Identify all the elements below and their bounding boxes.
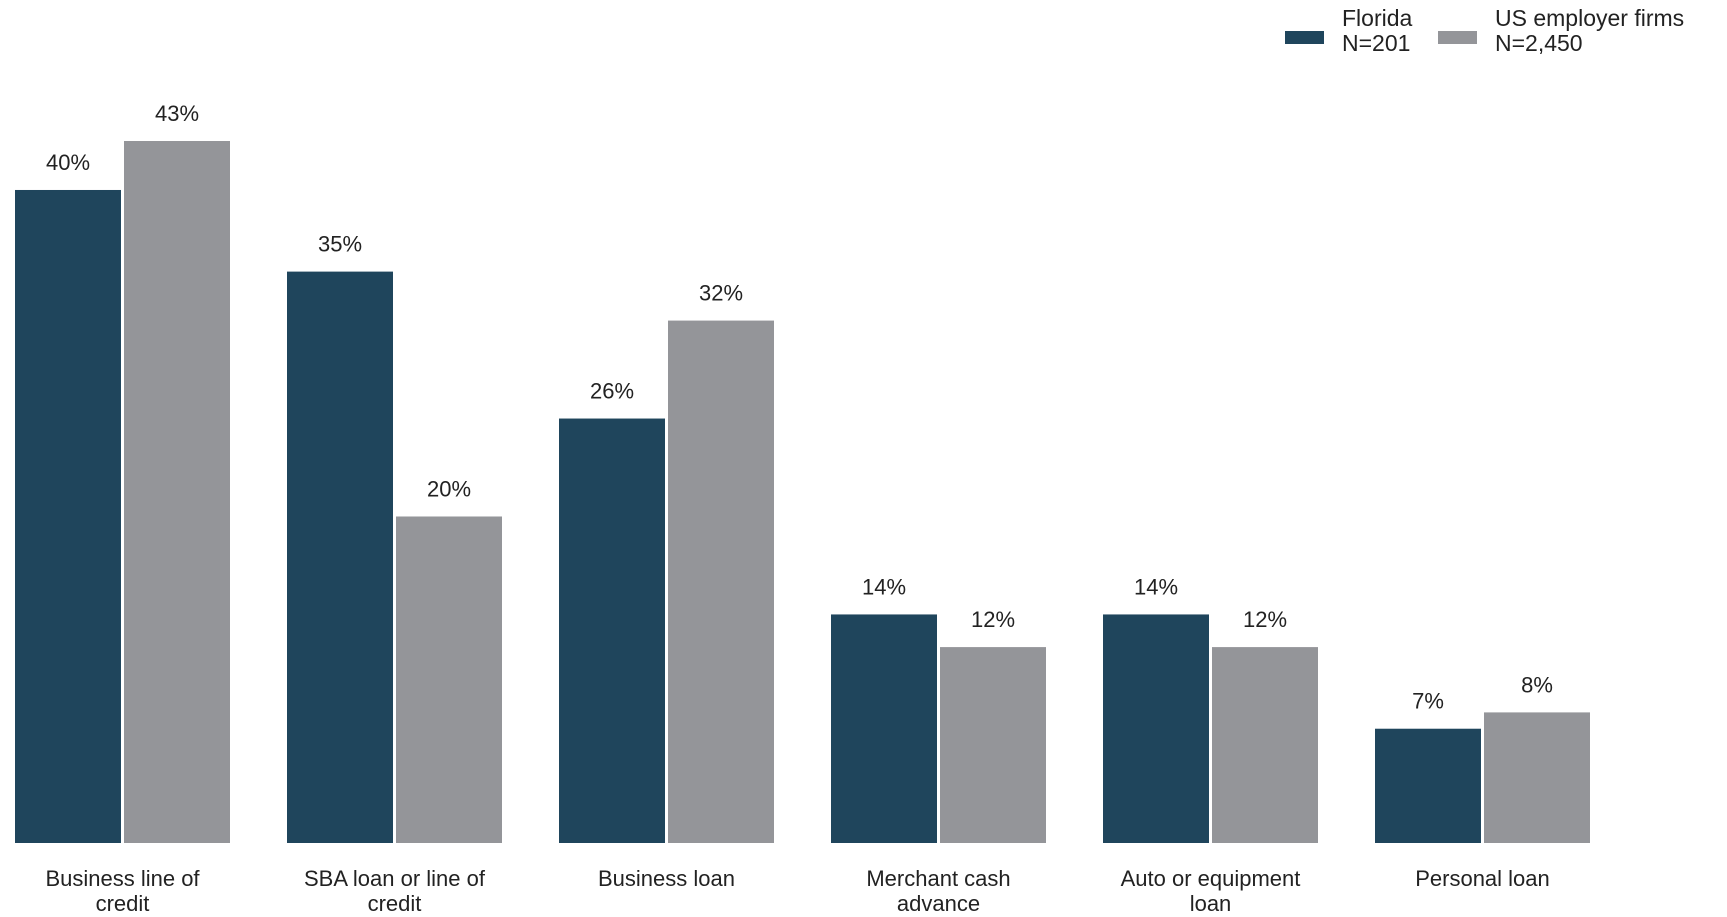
- value-label: 7%: [1412, 689, 1444, 714]
- bar: [287, 271, 393, 844]
- bar: [1375, 728, 1481, 843]
- bar: [1212, 647, 1318, 843]
- bar: [396, 516, 502, 843]
- value-label: 32%: [699, 281, 743, 306]
- legend-swatch: [1438, 31, 1477, 44]
- x-tick-label: SBA loan or line of credit: [303, 866, 485, 916]
- legend-swatch: [1285, 31, 1324, 44]
- legend-label: US employer firms N=2,450: [1495, 5, 1685, 56]
- value-label: 8%: [1521, 672, 1553, 697]
- bar: [668, 320, 774, 843]
- legend-label: Florida N=201: [1342, 5, 1413, 56]
- bar: [1484, 712, 1590, 843]
- value-label: 12%: [971, 607, 1015, 632]
- value-label: 20%: [427, 476, 471, 501]
- x-tick-label: Personal loan: [1415, 866, 1550, 891]
- x-tick-label: Auto or equipment loan: [1120, 866, 1301, 916]
- bar: [831, 614, 937, 843]
- bar: [15, 189, 121, 843]
- value-label: 43%: [155, 101, 199, 126]
- value-label: 14%: [1134, 574, 1178, 599]
- value-label: 26%: [590, 379, 634, 404]
- x-tick-label: Merchant cash advance: [866, 866, 1011, 916]
- bar: [940, 647, 1046, 843]
- bar: [559, 418, 665, 843]
- value-label: 40%: [46, 150, 90, 175]
- value-label: 12%: [1243, 607, 1287, 632]
- x-tick-label: Business line of credit: [45, 866, 200, 916]
- value-label: 14%: [862, 574, 906, 599]
- value-label: 35%: [318, 232, 362, 257]
- bar: [1103, 614, 1209, 843]
- x-tick-label: Business loan: [598, 866, 735, 891]
- bar: [124, 141, 230, 843]
